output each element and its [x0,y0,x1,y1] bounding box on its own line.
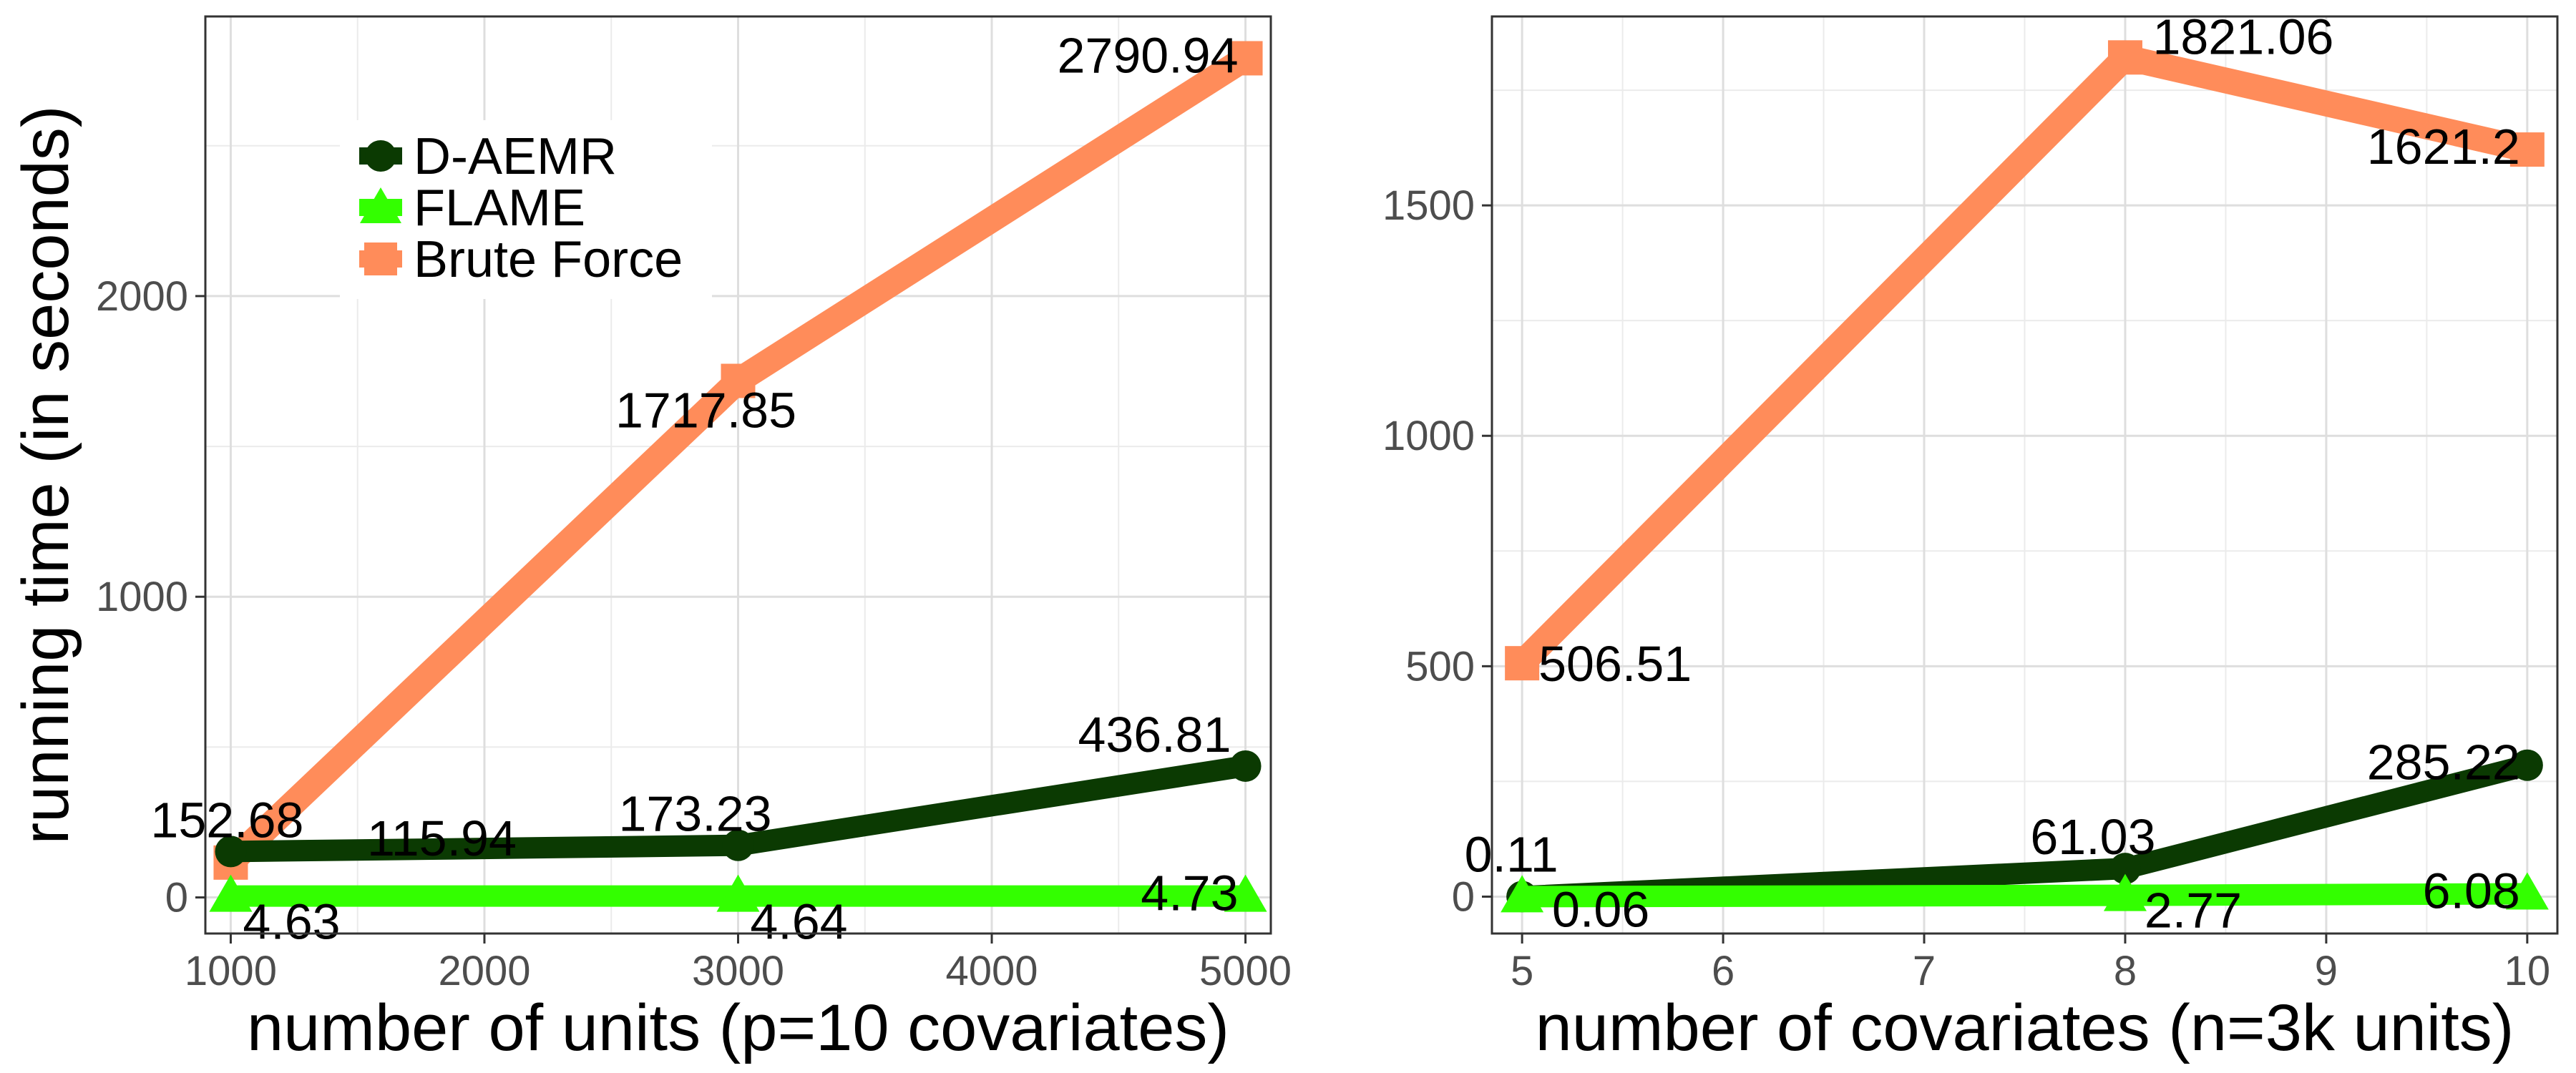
legend-key-marker-brute-force [364,242,397,275]
x-tick-label: 5 [1511,948,1533,994]
data-label-d-aemr: 436.81 [1078,707,1231,763]
x-tick-label: 3000 [692,948,784,994]
legend-label-flame: FLAME [414,180,585,237]
y-tick-label: 1500 [1382,182,1475,229]
x-tick-label: 8 [2114,948,2137,994]
data-point-d-aemr [215,836,247,868]
plot-border [1491,15,2559,935]
x-tick-label: 2000 [438,948,530,994]
data-point-flame [716,874,760,912]
x-tick-label: 4000 [946,948,1038,994]
data-point-flame [2505,872,2549,910]
data-point-brute-force [1228,41,1263,76]
x-tick-label: 10 [2504,948,2551,994]
data-point-flame [1501,875,1544,913]
series-line-flame [1522,883,2527,908]
data-point-brute-force [2107,40,2142,75]
data-label-flame: 4.64 [750,894,847,950]
data-point-d-aemr [2109,853,2141,885]
data-label-flame: 4.73 [1141,866,1238,921]
data-label-brute-force: 1621.2 [2367,119,2520,175]
x-axis-title: number of units (p=10 covariates) [247,991,1229,1064]
x-tick-label: 5000 [1199,948,1292,994]
data-label-brute-force: 1717.85 [615,383,796,438]
y-tick-label: 0 [1452,873,1475,920]
data-point-brute-force [2509,132,2545,167]
series-brute-force [213,41,1263,880]
plot-border [204,15,1272,935]
y-tick-label: 0 [165,875,188,921]
y-axis-title: running time (in seconds) [9,106,82,845]
series-brute-force [1505,40,2545,681]
series-d-aemr [215,750,1262,868]
data-point-flame [2103,873,2147,911]
data-label-brute-force: 1821.06 [2152,9,2333,64]
x-tick-label: 9 [2315,948,2338,994]
right-chart-panel: 5 6 7 8 9 10 0 500 1000 1500 0.11 61.03 285.22 0.06 2.… [1382,9,2559,1064]
data-label-d-aemr: 285.22 [2367,735,2520,790]
data-label-d-aemr: 61.03 [2030,809,2155,865]
series-flame [209,874,1267,912]
y-tick-label: 500 [1405,643,1475,690]
data-point-brute-force [721,363,756,398]
left-chart-panel: 1000 2000 3000 4000 5000 0 1000 2000 152.68 173.2… [9,15,1292,1064]
x-tick-label: 1000 [185,948,277,994]
x-axis-title: number of covariates (n=3k units) [1536,991,2514,1064]
data-label-brute-force: 115.94 [367,810,517,866]
x-tick-label: 6 [1712,948,1735,994]
data-label-d-aemr: 152.68 [150,792,303,848]
data-point-flame [209,874,253,912]
data-label-flame: 4.63 [243,894,340,950]
data-point-d-aemr [1229,750,1262,782]
data-label-flame: 0.06 [1552,881,1649,937]
data-point-d-aemr [2511,749,2543,781]
x-tick-label: 7 [1913,948,1936,994]
data-point-d-aemr [722,829,754,861]
legend-label-brute-force: Brute Force [414,231,683,288]
data-label-brute-force: 506.51 [1538,636,1692,692]
data-label-d-aemr: 173.23 [618,786,771,842]
legend-key-marker-d-aemr [365,140,396,172]
data-label-d-aemr: 0.11 [1465,826,1558,882]
data-point-brute-force [1505,646,1540,681]
data-label-brute-force: 2790.94 [1058,27,1239,83]
legend-key-marker-flame [360,187,401,223]
data-label-flame: 2.77 [2145,883,2242,939]
data-label-flame: 6.08 [2423,863,2520,919]
data-point-flame [1224,874,1267,912]
y-tick-label: 2000 [96,273,188,320]
legend-label-d-aemr: D-AEMR [414,128,617,185]
y-tick-label: 1000 [1382,413,1475,459]
series-flame [1501,872,2549,913]
y-tick-label: 1000 [96,574,188,620]
